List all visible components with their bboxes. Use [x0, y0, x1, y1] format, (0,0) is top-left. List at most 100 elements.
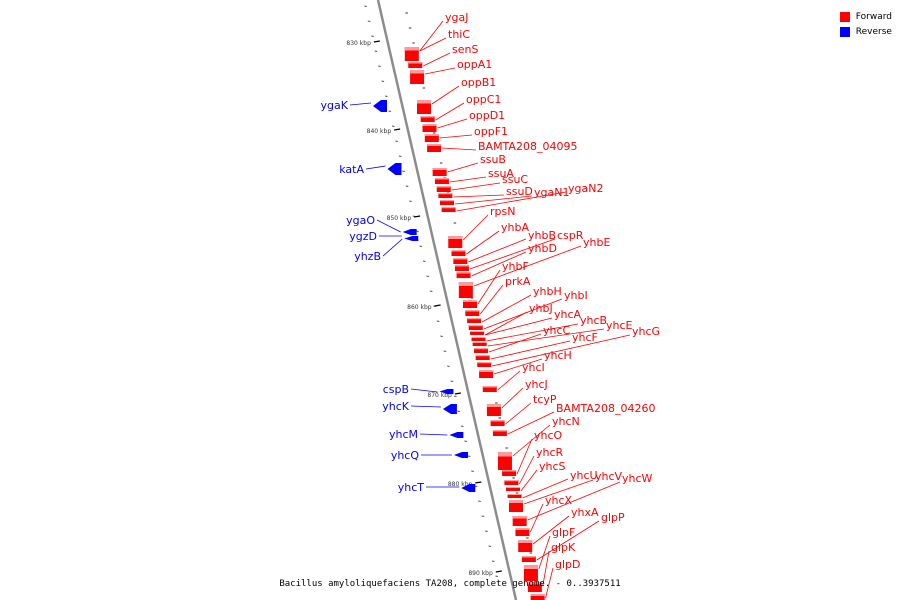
scale-tick [422, 260, 426, 262]
forward-gene-block [463, 300, 477, 308]
major-tick [414, 215, 421, 218]
forward-leader-line [456, 191, 567, 212]
forward-leader-line [473, 245, 582, 287]
reverse-leader-line [376, 219, 401, 233]
forward-gene-label: yhbE [583, 236, 610, 249]
forward-gene-label: yhbB [528, 229, 556, 242]
forward-gene-highlight [440, 200, 454, 202]
forward-gene-label: yhcV [595, 470, 623, 483]
scale-label: 850 kbp [387, 215, 412, 222]
forward-gene-highlight [477, 362, 492, 364]
forward-gene-block [477, 362, 492, 367]
reverse-gene-label: cspB [383, 383, 409, 396]
scale-tick [364, 5, 367, 7]
forward-leader-line [518, 455, 535, 485]
forward-leader-line [487, 328, 605, 347]
forward-gene-highlight [463, 300, 477, 302]
scale-tick [374, 50, 378, 52]
forward-gene-label: yhbI [564, 289, 588, 302]
forward-gene-label: yhcA [554, 308, 582, 321]
reverse-leader-line [410, 405, 441, 408]
forward-gene-label: yhbH [533, 285, 562, 298]
scale-tick [378, 65, 381, 67]
forward-leader-line [492, 334, 631, 367]
forward-gene-highlight [502, 470, 517, 472]
forward-gene-label: yhcH [544, 349, 572, 362]
forward-gene-label: glpF [552, 526, 575, 539]
forward-gene-label: yhcB [580, 314, 607, 327]
scale-label: 880 kbp [448, 481, 473, 488]
forward-leader-line [522, 478, 569, 499]
forward-gene-highlight [497, 452, 512, 457]
forward-gene-label: yhbA [501, 221, 529, 234]
forward-gene-block [490, 420, 505, 426]
genome-caption: Bacillus amyloliquefaciens TA208, comple… [279, 579, 621, 589]
scale-tick [419, 245, 423, 247]
forward-gene-block [424, 134, 439, 142]
reverse-leader-line [349, 102, 372, 106]
forward-gene-highlight [422, 124, 437, 126]
forward-leader-line [453, 194, 505, 198]
reverse-gene-label: yhzB [354, 250, 381, 263]
forward-gene-label: yhcO [534, 429, 563, 442]
forward-gene-highlight [515, 528, 530, 530]
major-tick [454, 392, 461, 395]
forward-gene-block [475, 355, 490, 360]
forward-leader-line [477, 269, 501, 305]
forward-gene-block [453, 258, 468, 264]
forward-leader-line [488, 333, 542, 353]
forward-leader-line [419, 20, 444, 52]
forward-gene-label: oppA1 [457, 58, 492, 71]
forward-gene-label: yhcU [570, 469, 598, 482]
forward-gene-label: oppC1 [466, 93, 501, 106]
reverse-gene-arrow [442, 404, 457, 414]
forward-gene-block [530, 594, 545, 600]
forward-leader-line [484, 311, 528, 336]
reverse-gene-label: yhcQ [391, 449, 420, 462]
forward-gene-highlight [448, 236, 463, 239]
forward-leader-line [520, 469, 538, 492]
reverse-gene-label: yhcM [389, 428, 418, 441]
forward-leader-line [532, 515, 570, 545]
forward-gene-highlight [475, 355, 490, 357]
reverse-gene-arrow [461, 484, 476, 492]
scale-tick [485, 530, 488, 532]
scale-tick [450, 380, 454, 382]
forward-gene-label: oppB1 [461, 76, 496, 89]
forward-leader-line [484, 317, 553, 336]
forward-leader-line [437, 118, 468, 129]
forward-gene-block [492, 430, 507, 436]
forward-gene-highlight [486, 404, 501, 407]
forward-gene-highlight [521, 556, 536, 558]
reverse-gene-arrow [387, 163, 402, 175]
reverse-gene-arrow [404, 236, 419, 241]
forward-gene-block [434, 178, 449, 184]
forward-gene-block [527, 582, 542, 592]
scale-tick [495, 575, 499, 577]
forward-leader-line [447, 162, 479, 173]
legend-forward-swatch [839, 11, 850, 22]
major-tick [434, 304, 441, 307]
forward-gene-block [515, 528, 530, 536]
forward-gene-label: thiC [448, 28, 470, 41]
forward-leader-line [431, 85, 460, 105]
forward-gene-label: prkA [505, 275, 531, 288]
forward-gene-label: yhcR [536, 446, 564, 459]
forward-gene-highlight [472, 342, 487, 343]
forward-gene-label: yhcI [522, 361, 545, 374]
scale-tick [395, 140, 399, 142]
forward-gene-block [440, 200, 454, 205]
reverse-leader-line [419, 433, 448, 436]
forward-gene-block [408, 62, 423, 68]
forward-gene-label: senS [452, 43, 478, 56]
scale-tick [464, 440, 468, 442]
forward-leader-line [451, 182, 501, 191]
forward-gene-highlight [490, 420, 505, 422]
forward-gene-block [482, 386, 497, 392]
forward-gene-block [474, 348, 489, 353]
forward-gene-block [451, 250, 466, 256]
legend-reverse: Reverse [839, 24, 892, 39]
forward-leader-line [501, 387, 524, 409]
forward-leader-line [507, 411, 555, 435]
